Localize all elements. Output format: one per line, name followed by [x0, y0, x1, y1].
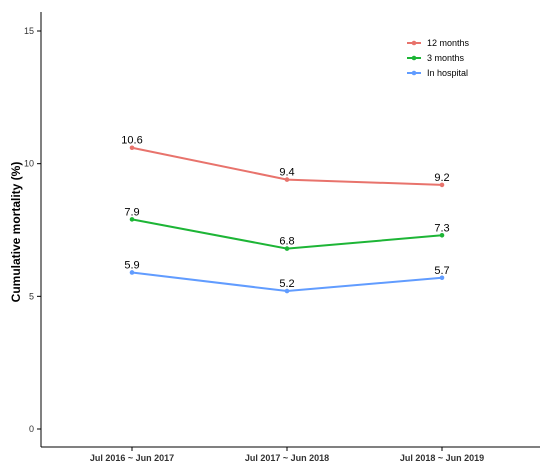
- data-label: 10.6: [121, 135, 142, 147]
- data-point: [439, 233, 445, 238]
- data-point: [439, 182, 445, 188]
- y-tick-label: 10: [24, 159, 34, 169]
- data-label: 5.9: [124, 259, 139, 271]
- data-label: 9.2: [434, 172, 449, 184]
- y-axis-ticks: 0 5 10 15: [24, 26, 41, 434]
- y-tick-label: 5: [29, 291, 34, 301]
- data-label: 6.8: [279, 236, 294, 248]
- legend-item: 12 months: [407, 38, 470, 48]
- y-tick-label: 0: [29, 424, 34, 434]
- series-in-hospital: 5.9 5.2 5.7: [124, 259, 450, 294]
- data-point: [129, 270, 135, 275]
- data-point: [284, 288, 290, 294]
- data-label: 7.9: [124, 206, 139, 218]
- x-tick-label: Jul 2018 ~ Jun 2019: [400, 453, 484, 463]
- x-tick-label: Jul 2017 ~ Jun 2018: [245, 453, 329, 463]
- data-label: 7.3: [434, 222, 449, 234]
- data-point: [284, 246, 290, 251]
- data-label: 9.4: [279, 167, 294, 179]
- data-point: [129, 145, 135, 151]
- x-tick-label: Jul 2016 ~ Jun 2017: [90, 453, 174, 463]
- legend-label: 3 months: [427, 53, 465, 63]
- legend-label: 12 months: [427, 38, 470, 48]
- x-axis-ticks: Jul 2016 ~ Jun 2017 Jul 2017 ~ Jun 2018 Ju…: [90, 447, 484, 463]
- legend-label: In hospital: [427, 68, 468, 78]
- data-point: [284, 177, 290, 182]
- legend-item: 3 months: [407, 53, 465, 63]
- data-point: [439, 275, 445, 281]
- data-label: 5.2: [279, 278, 294, 290]
- data-label: 5.7: [434, 265, 449, 277]
- y-axis-title: Cumulative mortality (%): [9, 162, 23, 303]
- legend-swatch-point: [411, 40, 417, 46]
- legend-swatch-point: [411, 55, 417, 61]
- series-group: 10.6 9.4 9.2 7.9 6.8 7.3 5.9 5.2 5.7: [121, 135, 450, 294]
- y-tick-label: 15: [24, 26, 34, 36]
- series-12-months: 10.6 9.4 9.2: [121, 135, 450, 188]
- data-point: [129, 217, 135, 222]
- legend-swatch-point: [411, 70, 417, 76]
- series-3-months: 7.9 6.8 7.3: [124, 206, 450, 251]
- legend-item: In hospital: [407, 68, 468, 78]
- legend: 12 months 3 months In hospital: [407, 38, 470, 78]
